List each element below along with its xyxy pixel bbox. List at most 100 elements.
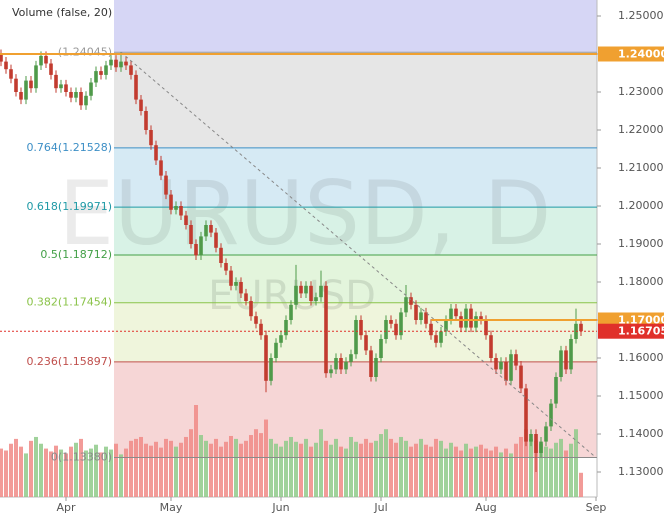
volume-bar [324,440,328,497]
volume-bar [54,445,58,497]
candle-body [379,338,383,358]
volume-bar [139,436,143,497]
candle-body [474,316,478,328]
candle-body [489,335,493,358]
volume-bar [574,429,578,497]
volume-bar [354,441,358,497]
volume-bar [319,429,323,497]
candle-body [239,281,243,294]
fib-band [114,52,597,148]
volume-bar [254,429,258,497]
candle-body [449,308,453,320]
candle-body [404,297,408,313]
volume-bar [364,438,368,497]
volume-bar [284,440,288,497]
volume-bar [144,443,148,497]
volume-bar [169,440,173,497]
volume-bar [264,419,268,497]
fib-band [114,254,597,303]
y-tick-label: 1.23000 [618,85,664,98]
volume-bar [539,443,543,497]
volume-bar [374,440,378,497]
x-tick-label: Aug [475,501,496,514]
volume-bar [24,453,28,497]
candle-body [154,145,158,161]
volume-bar [464,443,468,497]
candle-body [19,91,23,100]
candle-body [29,80,33,89]
candle-body [279,335,283,343]
volume-bar [554,442,558,497]
volume-bar [269,438,273,497]
candle-body [419,312,423,320]
candle-body [294,285,298,305]
candle-body [329,369,333,374]
volume-bar [504,448,508,497]
y-tick-label: 1.18000 [618,275,664,288]
volume-bar [44,448,48,497]
volume-bar [114,443,118,497]
candle-body [104,65,108,75]
volume-bar [344,448,348,497]
candle-body [184,215,188,225]
candle-body [469,308,473,328]
candle-body [229,270,233,286]
volume-bar [84,450,88,497]
candle-body [9,69,13,79]
volume-bar [14,438,18,497]
candle-body [339,357,343,370]
y-tick-label: 1.22000 [618,123,664,136]
y-tick-label: 1.20000 [618,199,664,212]
volume-bar [104,446,108,497]
volume-bar [79,438,83,497]
y-tick-label: 1.19000 [618,237,664,250]
x-tick-label: Sep [586,501,607,514]
volume-bar [469,448,473,497]
volume-bar [64,453,68,497]
volume-bar [314,442,318,497]
candle-body [349,354,353,362]
candle-body [409,297,413,305]
volume-bar [34,436,38,497]
volume-bar [239,443,243,497]
candle-body [144,110,148,130]
volume-bar [329,444,333,497]
candle-body [134,74,138,100]
candle-body [209,224,213,233]
fib-band [114,147,597,208]
volume-bar [429,446,433,497]
x-tick-label: Jun [271,501,289,514]
candle-body [319,285,323,298]
candle-body [459,316,463,328]
volume-bar [309,446,313,497]
volume-bar [249,435,253,497]
volume-bar [489,450,493,497]
candle-body [64,84,68,92]
candle-body [219,247,223,263]
volume-bar [419,438,423,497]
volume-bar [494,446,498,497]
volume-bar [394,442,398,497]
candle-body [124,61,128,66]
candle-body [464,308,468,328]
candle-body [579,323,583,332]
candle-body [14,78,18,92]
candle-body [314,297,318,301]
candle-body [359,319,363,336]
candle-body [439,331,443,343]
candle-body [69,91,73,98]
candle-body [529,433,533,442]
candle-body [119,61,123,68]
candle-body [109,59,113,66]
candle-body [189,224,193,244]
candle-body [34,65,38,89]
volume-bar [9,443,13,497]
candle-body [494,357,498,370]
volume-bar [174,446,178,497]
candle-body [394,323,398,336]
volume-bar [124,448,128,497]
volume-bar [204,440,208,497]
candle-body [479,316,483,320]
candle-body [289,304,293,320]
volume-bar [369,442,373,497]
